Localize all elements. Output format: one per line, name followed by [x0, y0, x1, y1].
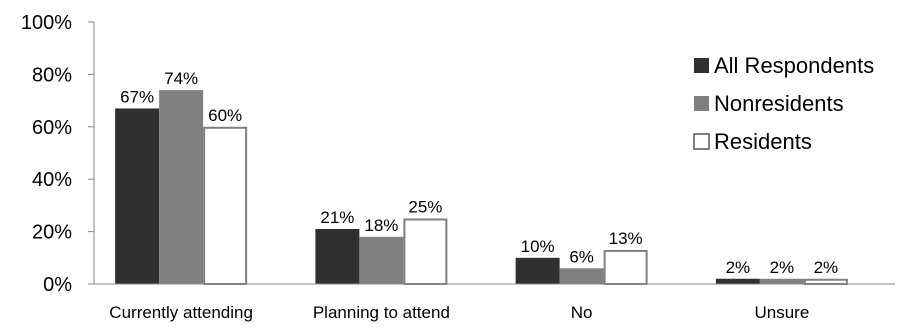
- data-label: 18%: [364, 216, 398, 235]
- x-axis: Currently attending Planning to attend No U…: [94, 283, 895, 322]
- bar: [803, 278, 848, 286]
- data-label: 2%: [814, 258, 839, 277]
- x-tick-label: Currently attending: [109, 303, 253, 322]
- bar: [159, 90, 204, 285]
- data-label: 2%: [770, 258, 795, 277]
- x-tick-label: No: [571, 303, 593, 322]
- y-tick-label: 20%: [32, 222, 72, 244]
- bar: [759, 278, 804, 284]
- y-tick-label: 80%: [32, 64, 72, 86]
- bar: [603, 249, 648, 286]
- bar: [359, 236, 404, 284]
- data-label: 60%: [208, 106, 242, 125]
- data-label: 25%: [408, 198, 442, 217]
- y-tick-label: 40%: [32, 169, 72, 191]
- legend-swatch: [693, 133, 710, 150]
- y-axis: 0% 20% 40% 60% 80% 100%: [21, 12, 95, 296]
- y-tick-label: 60%: [32, 117, 72, 139]
- legend-swatch: [694, 58, 709, 73]
- bar: [403, 218, 448, 285]
- bar: [203, 126, 248, 285]
- legend-label: Residents: [714, 129, 812, 154]
- data-label: 67%: [120, 87, 154, 106]
- bar: [115, 108, 160, 285]
- x-tick-label: Planning to attend: [313, 303, 450, 322]
- data-label: 74%: [164, 69, 198, 88]
- legend-label: All Respondents: [714, 53, 874, 78]
- legend-label: Nonresidents: [714, 91, 844, 116]
- legend: All Respondents Nonresidents Residents: [693, 53, 874, 154]
- x-tick-label: Unsure: [754, 303, 809, 322]
- bar: [715, 278, 760, 284]
- data-label: 6%: [569, 247, 594, 266]
- bar: [515, 257, 560, 284]
- data-label: 10%: [521, 237, 555, 256]
- bar: [315, 228, 360, 284]
- y-tick-label: 0%: [43, 274, 72, 296]
- data-label: 2%: [726, 258, 751, 277]
- data-label: 21%: [320, 208, 354, 227]
- data-label: 13%: [609, 229, 643, 248]
- bars: 67% 74% 60% 21% 18% 25% 10% 6% 13% 2% 2% 2%: [115, 69, 848, 286]
- y-tick-label: 100%: [21, 12, 72, 34]
- legend-swatch: [694, 96, 709, 111]
- bar: [559, 268, 604, 284]
